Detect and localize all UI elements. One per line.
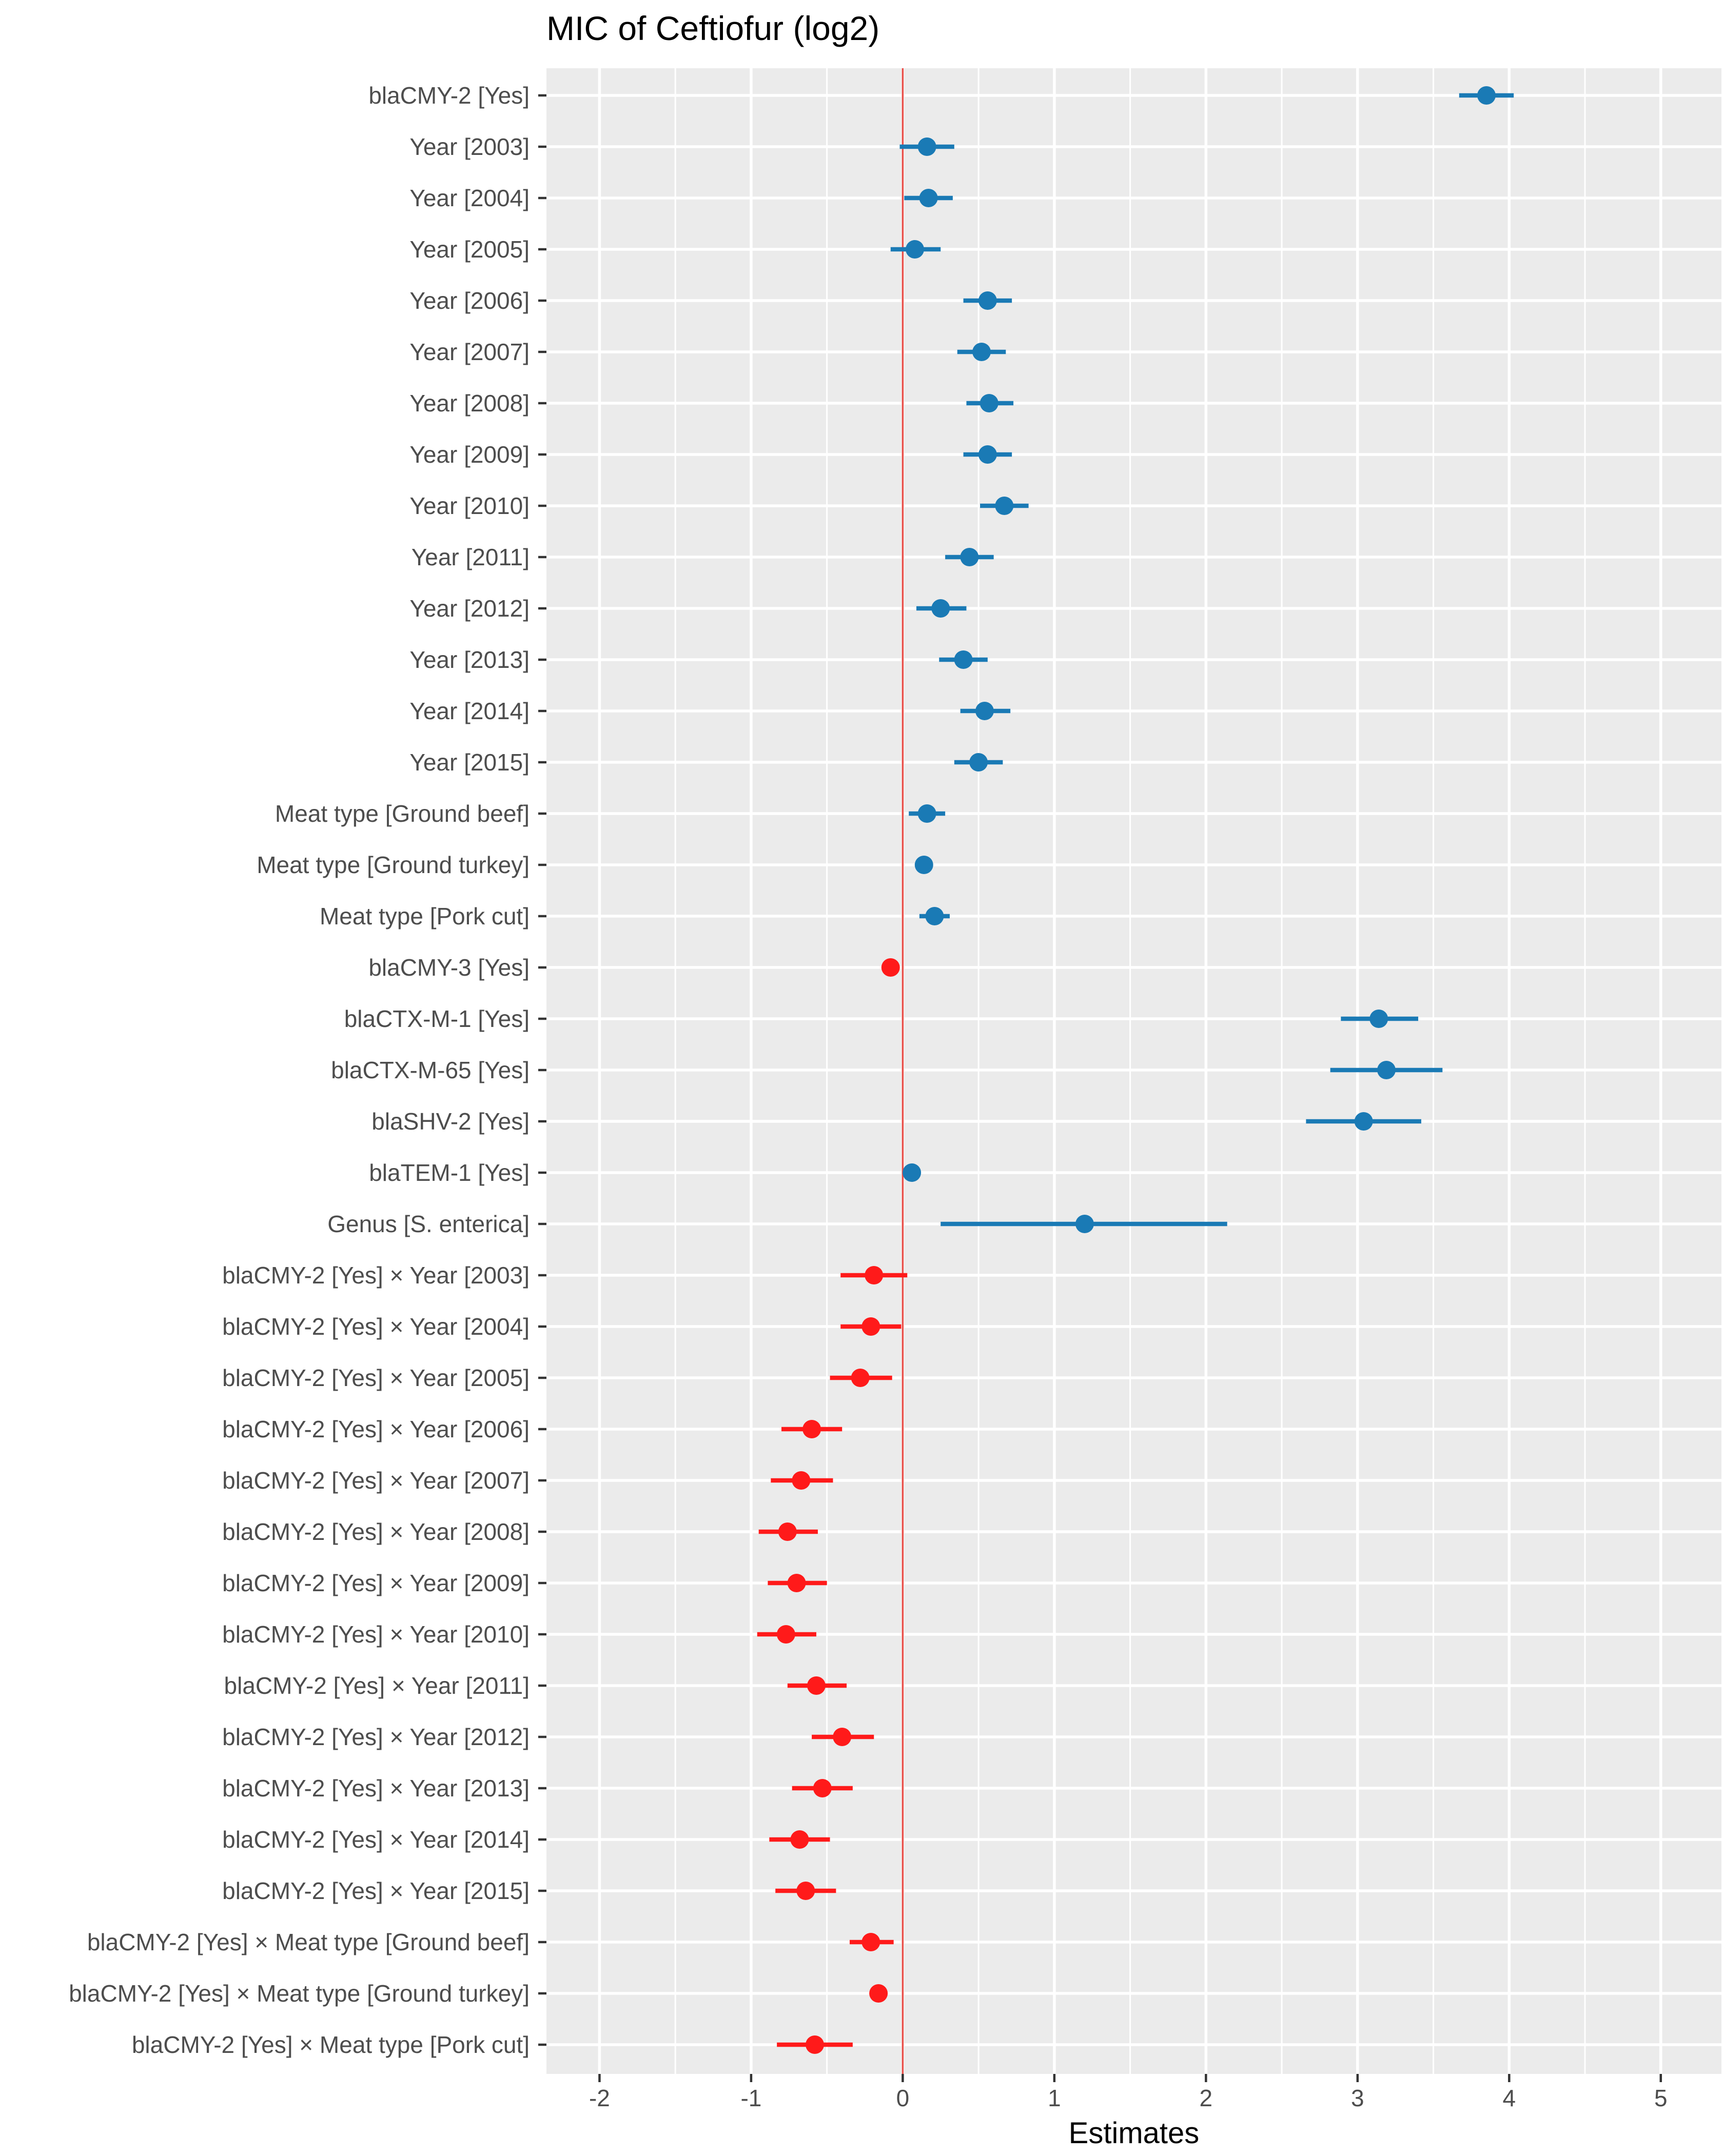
y-tick-label: blaCMY-2 [Yes] [368,82,530,109]
point-estimate [861,1317,880,1336]
point-estimate [979,394,998,412]
y-tick-label: blaCMY-2 [Yes] × Meat type [Ground beef] [87,1929,530,1955]
x-tick-label: 3 [1351,2085,1364,2111]
point-estimate [802,1420,821,1438]
y-tick-label: blaCMY-2 [Yes] × Year [2011] [224,1672,530,1699]
y-tick-label: Year [2014] [409,698,530,724]
point-estimate [869,1984,888,2003]
y-tick-label: blaCMY-2 [Yes] × Year [2014] [222,1826,530,1853]
point-estimate [1377,1061,1396,1079]
point-estimate [995,497,1014,515]
point-estimate [881,958,900,977]
y-tick-label: Year [2015] [409,749,530,776]
x-tick-label: 4 [1503,2085,1516,2111]
y-tick-label: blaCMY-2 [Yes] × Year [2003] [222,1262,530,1289]
point-estimate [1075,1215,1094,1233]
y-tick-label: Year [2006] [409,287,530,314]
y-tick-label: blaCMY-2 [Yes] × Year [2004] [222,1313,530,1340]
y-tick-label: Genus [S. enterica] [327,1211,530,1237]
estimate-layer [757,86,1514,2054]
y-tick-label: Year [2009] [409,441,530,468]
y-tick-label: blaCMY-2 [Yes] × Year [2010] [222,1621,530,1648]
y-tick-label: Year [2011] [412,544,530,570]
x-axis-title: Estimates [1069,2117,1200,2150]
point-estimate [978,445,997,464]
point-estimate [792,1471,811,1490]
y-tick-label: Meat type [Ground beef] [275,800,530,827]
y-tick-label: blaCMY-2 [Yes] × Year [2008] [222,1518,530,1545]
x-tick-label: -2 [589,2085,610,2111]
y-tick-label: blaCMY-2 [Yes] × Year [2006] [222,1416,530,1442]
y-tick-label: blaCTX-M-1 [Yes] [344,1005,530,1032]
point-estimate [919,189,938,207]
y-tick-label: Year [2013] [409,646,530,673]
y-tick-label: blaCMY-2 [Yes] × Meat type [Pork cut] [132,2031,530,2058]
y-tick-label: Year [2010] [409,492,530,519]
y-tick-label: Meat type [Ground turkey] [257,852,530,878]
point-estimate [796,1882,815,1900]
y-axis: blaCMY-2 [Yes] Year [2003] Year [2004] Year… [69,82,546,2058]
point-estimate [972,343,991,361]
point-estimate [776,1625,795,1644]
x-tick-label: 5 [1654,2085,1668,2111]
point-estimate [917,804,936,823]
y-tick-label: blaTEM-1 [Yes] [369,1159,530,1186]
x-tick-label: 0 [896,2085,910,2111]
y-tick-label: Year [2012] [409,595,530,622]
point-estimate [914,856,933,874]
point-estimate [969,753,988,772]
y-tick-label: blaCMY-2 [Yes] × Year [2007] [222,1467,530,1494]
y-tick-label: blaSHV-2 [Yes] [371,1108,530,1135]
point-estimate [978,291,997,310]
y-tick-label: Meat type [Pork cut] [320,903,530,929]
chart-title: MIC of Ceftiofur (log2) [546,9,879,47]
point-estimate [861,1933,880,1951]
point-estimate [925,907,944,925]
point-estimate [1369,1010,1388,1028]
x-tick-label: 2 [1200,2085,1213,2111]
point-estimate [960,548,979,566]
point-estimate [807,1676,826,1695]
point-estimate [806,2035,825,2054]
y-tick-label: blaCMY-2 [Yes] × Year [2012] [222,1724,530,1750]
y-tick-label: Year [2003] [409,133,530,160]
y-tick-label: Year [2005] [409,236,530,263]
y-tick-label: blaCMY-3 [Yes] [368,954,530,981]
y-tick-label: blaCMY-2 [Yes] × Year [2015] [222,1877,530,1904]
point-estimate [1354,1112,1373,1131]
point-estimate [787,1574,806,1592]
y-tick-label: blaCTX-M-65 [Yes] [331,1057,530,1083]
y-tick-label: blaCMY-2 [Yes] × Year [2005] [222,1364,530,1391]
point-estimate [790,1830,809,1849]
point-estimate [778,1522,797,1541]
point-estimate [954,650,973,669]
point-estimate [1477,86,1496,105]
x-axis: -2 -1 0 1 2 3 4 5 [589,2074,1668,2111]
y-tick-label: Year [2004] [409,185,530,211]
point-estimate [865,1266,884,1284]
y-tick-label: Year [2008] [409,390,530,417]
point-estimate [906,240,925,259]
y-tick-label: blaCMY-2 [Yes] × Year [2013] [222,1775,530,1802]
x-tick-label: -1 [740,2085,761,2111]
point-estimate [851,1369,870,1387]
point-estimate [833,1728,852,1746]
point-estimate [813,1779,832,1797]
x-tick-label: 1 [1048,2085,1061,2111]
y-tick-label: Year [2007] [409,339,530,365]
point-estimate [975,702,994,720]
point-estimate [931,599,950,618]
y-tick-label: blaCMY-2 [Yes] × Meat type [Ground turke… [69,1980,530,2007]
y-tick-label: blaCMY-2 [Yes] × Year [2009] [222,1570,530,1596]
point-estimate [903,1163,922,1182]
point-estimate [917,137,936,156]
